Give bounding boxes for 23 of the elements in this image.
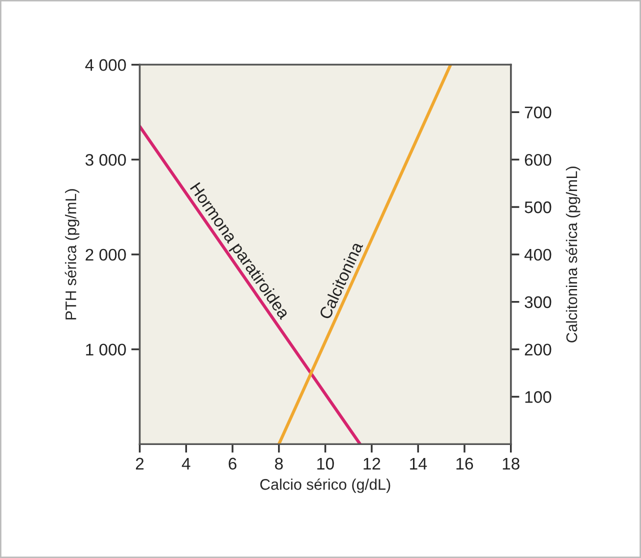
- x-tick-label: 8: [275, 458, 283, 470]
- x-tick-label: 18: [502, 458, 520, 470]
- x-tick-label: 10: [317, 458, 334, 470]
- y-tick-label: 3 000: [85, 154, 126, 166]
- y2-axis-title: Calcitonina sérica (pg/mL): [566, 166, 580, 342]
- y-tick-label: 4 000: [85, 59, 126, 71]
- x-axis-title: Calcio sérico (g/dL): [260, 478, 390, 493]
- x-tick-label: 6: [228, 458, 236, 470]
- x-tick-label: 14: [410, 458, 427, 470]
- y2-tick-label: 600: [524, 154, 552, 166]
- y-axis-title: PTH sérica (pg/mL): [64, 189, 80, 320]
- x-tick-label: 16: [456, 458, 474, 470]
- y-tick-label: 2 000: [86, 248, 126, 261]
- y-tick-label: 1 000: [86, 344, 126, 356]
- y2-tick-label: 200: [524, 344, 552, 356]
- y2-tick-label: 100: [525, 391, 552, 403]
- x-tick-label: 4: [182, 458, 190, 470]
- y2-tick-label: 300: [524, 296, 552, 308]
- x-tick-label: 12: [364, 458, 380, 470]
- y2-tick-label: 400: [524, 248, 552, 261]
- y2-tick-label: 700: [524, 106, 552, 118]
- y2-tick-label: 500: [524, 201, 552, 214]
- x-tick-label: 2: [136, 458, 144, 470]
